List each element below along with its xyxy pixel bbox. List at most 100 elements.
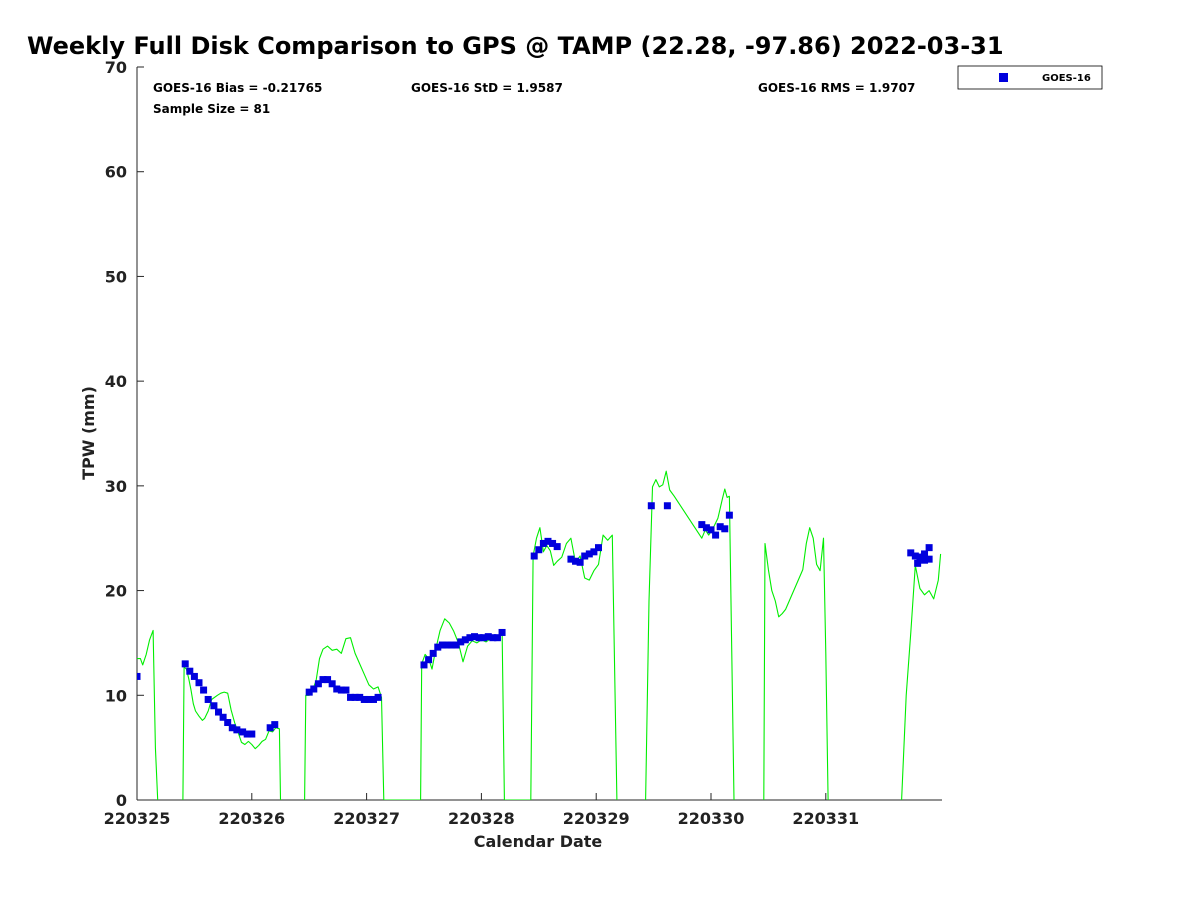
x-tick-label: 220331 — [792, 809, 859, 828]
goes16-point — [489, 634, 497, 642]
goes16-point — [647, 502, 655, 510]
gps-line-segment — [645, 470, 735, 800]
goes16-point — [248, 730, 256, 738]
gps-line-segment — [763, 527, 829, 800]
x-tick-label: 220325 — [104, 809, 171, 828]
goes16-point — [572, 557, 580, 565]
goes16-point — [271, 721, 279, 729]
goes16-point — [590, 548, 598, 556]
goes16-point — [707, 526, 715, 534]
goes16-point — [195, 679, 203, 687]
goes16-point — [925, 555, 933, 563]
goes16-point — [725, 511, 733, 519]
y-tick-label: 70 — [105, 58, 127, 77]
goes16-point — [471, 633, 479, 641]
goes16-point — [337, 686, 345, 694]
goes16-point — [224, 719, 232, 727]
goes16-point — [434, 643, 442, 651]
y-tick-label: 40 — [105, 372, 127, 391]
goes16-point — [553, 543, 561, 551]
y-tick-label: 0 — [116, 791, 127, 810]
goes16-point — [243, 730, 251, 738]
goes16-point — [576, 558, 584, 566]
y-tick-label: 30 — [105, 477, 127, 496]
legend-marker — [999, 73, 1008, 82]
y-axis-ticks: 0 10 20 30 40 50 60 70 — [105, 58, 144, 810]
y-tick-label: 20 — [105, 582, 127, 601]
goes16-point — [305, 688, 313, 696]
goes16-point — [907, 549, 915, 557]
goes16-point — [443, 641, 451, 649]
goes16-point — [921, 550, 929, 558]
gps-line-segment — [182, 666, 282, 800]
legend-box — [957, 65, 1103, 90]
goes16-point — [369, 695, 377, 703]
goes16-point — [914, 559, 922, 567]
goes16-point — [461, 636, 469, 644]
goes16-point — [438, 641, 446, 649]
goes16-point — [484, 633, 492, 641]
goes16-point — [137, 672, 141, 680]
goes16-point — [425, 656, 433, 664]
goes16-point — [219, 713, 227, 721]
goes16-point — [549, 539, 557, 547]
series-group — [137, 470, 942, 800]
goes16-point — [420, 661, 428, 669]
goes16-point — [328, 680, 336, 688]
y-tick-label: 50 — [105, 267, 127, 286]
plot-area — [136, 67, 942, 801]
goes16-point — [475, 634, 483, 642]
goes16-point — [594, 544, 602, 552]
x-tick-label: 220326 — [218, 809, 285, 828]
goes16-point — [535, 546, 543, 554]
goes16-point — [239, 728, 247, 736]
x-axis-ticks: 220325 220326 220327 220328 220329 220330 2203… — [104, 793, 859, 828]
goes16-point — [429, 649, 437, 657]
y-tick-label: 60 — [105, 163, 127, 182]
x-tick-label: 220328 — [448, 809, 515, 828]
x-tick-label: 220329 — [563, 809, 630, 828]
goes16-point — [365, 695, 373, 703]
goes16-point — [452, 641, 460, 649]
goes16-point — [921, 556, 929, 564]
x-axis-label: Calendar Date — [474, 832, 603, 851]
goes16-point — [356, 693, 364, 701]
goes16-point — [530, 552, 538, 560]
goes16-point — [347, 693, 355, 701]
goes16-point — [210, 702, 218, 710]
goes16-point — [233, 726, 241, 734]
goes16-point — [448, 641, 456, 649]
gps-line-segment — [137, 629, 159, 800]
chart-title: Weekly Full Disk Comparison to GPS @ TAM… — [27, 32, 1004, 60]
goes16-point — [342, 686, 350, 694]
goes16-point — [314, 680, 322, 688]
gps-line-segment — [304, 527, 618, 800]
legend: GOES-16 — [957, 65, 1103, 90]
goes16-point — [581, 552, 589, 560]
stat-std: GOES-16 StD = 1.9587 — [411, 81, 563, 95]
goes16-point — [480, 634, 488, 642]
goes16-point — [181, 660, 189, 668]
goes16-point — [215, 708, 223, 716]
goes16-point — [539, 539, 547, 547]
goes16-point — [319, 676, 327, 684]
goes16-point — [324, 676, 332, 684]
stat-bias: GOES-16 Bias = -0.21765 — [153, 81, 322, 95]
stat-rms: GOES-16 RMS = 1.9707 — [758, 81, 915, 95]
stat-sample-size: Sample Size = 81 — [153, 102, 270, 116]
goes16-point — [544, 537, 552, 545]
legend-label: GOES-16 — [1042, 73, 1091, 84]
goes16-point — [493, 634, 501, 642]
goes16-point — [333, 685, 341, 693]
y-tick-label: 10 — [105, 686, 127, 705]
goes16-point — [186, 667, 194, 675]
goes16-point — [663, 502, 671, 510]
goes16-point — [702, 524, 710, 532]
goes16-point — [310, 685, 318, 693]
goes16-point — [925, 544, 933, 552]
goes16-point — [228, 724, 236, 732]
gps-line-segment — [901, 553, 942, 800]
goes16-point — [200, 686, 208, 694]
